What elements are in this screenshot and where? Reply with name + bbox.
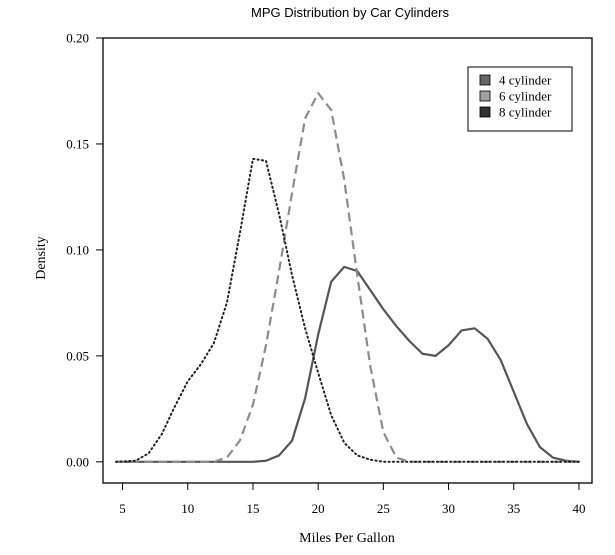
y-tick-label: 0.05 [66, 348, 89, 363]
series-lines [115, 92, 580, 463]
plot-frame [102, 37, 593, 484]
chart-title: MPG Distribution by Car Cylinders [251, 5, 449, 20]
series-line-6-cylinder [116, 92, 579, 463]
y-tick-label: 0.00 [66, 454, 89, 469]
legend-swatch [479, 74, 491, 86]
y-tick-label: 0.15 [66, 136, 89, 151]
y-tick-label: 0.10 [66, 242, 89, 257]
x-tick-label: 30 [442, 501, 455, 516]
x-tick-label: 15 [246, 501, 259, 516]
x-tick-label: 35 [507, 501, 520, 516]
x-tick-label: 10 [181, 501, 194, 516]
x-tick-label: 20 [312, 501, 325, 516]
x-tick-label: 25 [377, 501, 390, 516]
legend-swatch [479, 90, 491, 102]
x-tick-label: 5 [119, 501, 126, 516]
x-tick-label: 40 [572, 501, 585, 516]
y-tick-label: 0.20 [66, 31, 89, 46]
legend-swatch [479, 106, 491, 118]
y-axis-label: Density [34, 236, 49, 280]
series-line-8-cylinder [115, 157, 580, 463]
legend-label: 4 cylinder [499, 73, 552, 88]
x-axis-label: Miles Per Gallon [299, 531, 395, 546]
series-line-4-cylinder [116, 265, 580, 463]
legend-label: 8 cylinder [499, 105, 552, 120]
axis-ticks: 5 10 15 20 25 30 35 40 0.00 0.05 0.10 0.15 0.20 [66, 31, 585, 517]
legend-label: 6 cylinder [499, 89, 552, 104]
